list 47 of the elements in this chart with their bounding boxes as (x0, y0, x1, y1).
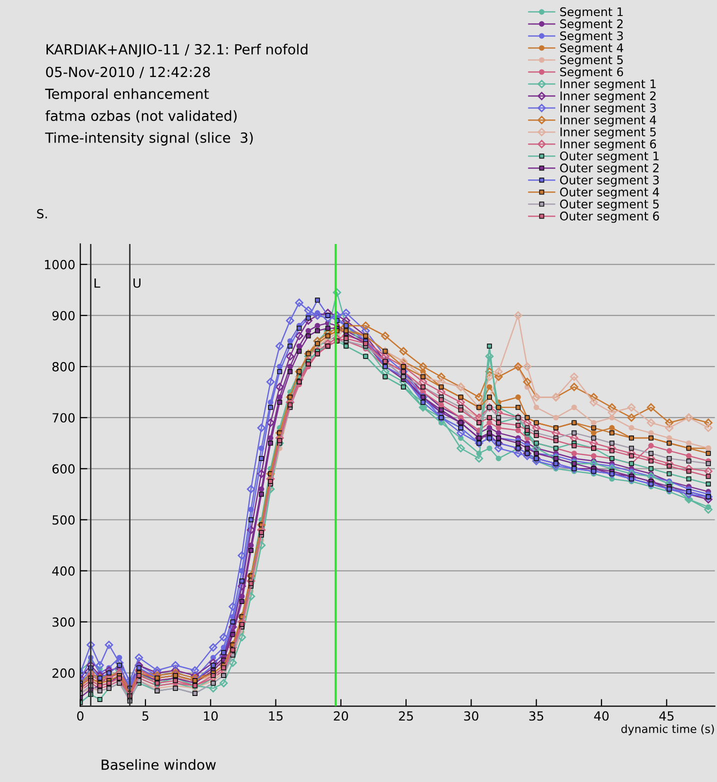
legend-label: Inner segment 5 (560, 128, 656, 139)
ref-line-label: U (134, 278, 140, 288)
x-tick-label: 35 (529, 711, 544, 721)
x-tick-label: 10 (204, 711, 218, 721)
legend-label: Segment 5 (560, 55, 623, 67)
text: Temporal enhancement (45, 88, 209, 102)
text: Baseline window (102, 759, 216, 770)
y-tick-label: 700 (52, 413, 75, 423)
legend-label: Segment 4 (560, 43, 624, 55)
chart-subtitle: 05-Nov-2010 / 12:42:28 (46, 66, 210, 78)
legend-label: Outer segment 3 (560, 176, 659, 187)
x-tick-label: 15 (269, 711, 283, 721)
legend-label: Outer segment 1 (560, 151, 659, 163)
x-tick-label: 5 (142, 711, 148, 721)
y-tick-label: 200 (52, 668, 75, 678)
legend-label: Segment 2 (560, 19, 623, 31)
legend-label: Outer segment 6 (560, 212, 659, 223)
x-tick-label: 30 (464, 711, 478, 721)
legend-label: Inner segment 2 (560, 91, 656, 103)
y-tick-label: 900 (52, 310, 75, 320)
ref-line-label: L (94, 278, 100, 288)
x-tick-label: 0 (77, 711, 84, 721)
text: Time-intensity signal (slice 3) (45, 132, 253, 146)
y-tick-label: 600 (52, 464, 75, 474)
legend-label: Inner segment 1 (560, 80, 656, 91)
legend-label: Segment 3 (560, 31, 623, 43)
y-tick-label: 300 (52, 617, 75, 627)
legend-label: Outer segment 5 (560, 200, 659, 211)
x-axis-title: dynamic time (s) (621, 724, 714, 736)
text: fatma ozbas (not validated) (45, 110, 237, 123)
x-tick-label: 20 (334, 711, 348, 721)
y-axis-title: S. (37, 209, 47, 218)
legend-label: Inner segment 3 (560, 103, 656, 115)
y-tick-label: 800 (52, 362, 75, 372)
legend-label: Outer segment 2 (560, 164, 659, 175)
x-tick-label: 40 (594, 711, 609, 721)
legend-label: Outer segment 4 (560, 188, 660, 199)
y-tick-label: 1000 (45, 260, 75, 270)
x-tick-label: 45 (659, 711, 674, 721)
x-tick-label: 25 (399, 711, 413, 721)
y-tick-label: 500 (52, 515, 75, 525)
legend-label: Segment 1 (560, 7, 623, 19)
legend-label: Inner segment 4 (560, 116, 656, 127)
legend-label: Inner segment 6 (560, 139, 656, 151)
y-tick-label: 400 (52, 566, 75, 576)
legend-label: Segment 6 (560, 67, 624, 79)
chart-title: KARDIAK+ANJIO-11 / 32.1: Perf nofold (46, 44, 308, 58)
